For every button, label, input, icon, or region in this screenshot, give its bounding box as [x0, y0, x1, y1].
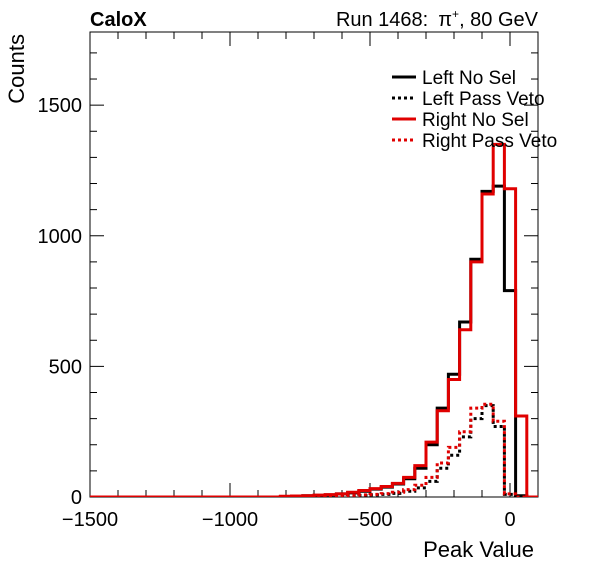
- y-tick-label: 1000: [38, 226, 83, 248]
- x-tick-label: −1000: [202, 509, 258, 531]
- y-axis-label: Counts: [4, 34, 29, 104]
- experiment-label: CaloX: [90, 9, 147, 31]
- legend-entry-label: Right No Sel: [422, 110, 529, 131]
- particle-symbol: π: [438, 9, 452, 31]
- x-tick-label: −500: [347, 509, 392, 531]
- axis-ticks: [89, 32, 539, 498]
- particle-charge: +: [452, 7, 459, 21]
- y-tick-label: 1500: [38, 95, 83, 117]
- run-info: Run 1468: π+, 80 GeV: [336, 7, 539, 31]
- tick-labels: −1500 −1000 −500 0 0 500 1000 1500: [38, 95, 516, 531]
- x-axis-label: Peak Value: [423, 537, 534, 562]
- series-layer: [90, 142, 538, 497]
- x-tick-label: 0: [504, 509, 515, 531]
- series-left-no-sel: [90, 184, 538, 497]
- legend-entry-label: Left Pass Veto: [422, 89, 545, 110]
- run-label: Run 1468:: [336, 9, 428, 31]
- series-right-no-sel: [90, 142, 538, 497]
- series-right-pass-veto: [90, 402, 538, 497]
- legend-entry-label: Right Pass Veto: [422, 131, 557, 152]
- energy-label: , 80 GeV: [459, 9, 539, 31]
- y-tick-label: 500: [49, 356, 82, 378]
- x-tick-label: −1500: [62, 509, 118, 531]
- legend-entry-label: Left No Sel: [422, 68, 516, 89]
- y-tick-label: 0: [71, 487, 82, 509]
